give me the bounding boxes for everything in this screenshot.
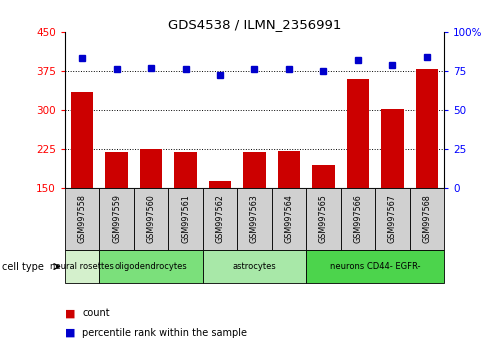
- Bar: [278, 151, 300, 188]
- Text: GSM997564: GSM997564: [284, 194, 293, 243]
- Bar: [416, 69, 438, 188]
- Bar: [306, 250, 444, 283]
- Text: GSM997558: GSM997558: [78, 194, 87, 243]
- Bar: [244, 152, 265, 188]
- Bar: [71, 92, 93, 188]
- Bar: [312, 165, 335, 188]
- Text: GSM997568: GSM997568: [422, 194, 431, 243]
- Bar: [134, 188, 168, 250]
- Text: ■: ■: [65, 308, 75, 318]
- Bar: [140, 149, 162, 188]
- Bar: [272, 188, 306, 250]
- Text: count: count: [82, 308, 110, 318]
- Bar: [174, 152, 197, 188]
- Bar: [347, 79, 369, 188]
- Bar: [341, 188, 375, 250]
- Text: GSM997567: GSM997567: [388, 194, 397, 243]
- Text: neural rosettes: neural rosettes: [50, 262, 114, 271]
- Text: oligodendrocytes: oligodendrocytes: [115, 262, 188, 271]
- Text: cell type: cell type: [2, 262, 44, 272]
- Text: GSM997563: GSM997563: [250, 194, 259, 243]
- Bar: [306, 188, 341, 250]
- Text: GSM997565: GSM997565: [319, 194, 328, 243]
- Text: ■: ■: [65, 328, 75, 338]
- Text: GSM997562: GSM997562: [216, 194, 225, 243]
- Bar: [381, 109, 404, 188]
- Text: percentile rank within the sample: percentile rank within the sample: [82, 328, 248, 338]
- Bar: [99, 250, 203, 283]
- Bar: [168, 188, 203, 250]
- Bar: [203, 188, 237, 250]
- Bar: [237, 188, 272, 250]
- Text: GSM997566: GSM997566: [353, 194, 362, 243]
- Text: GSM997560: GSM997560: [147, 194, 156, 243]
- Bar: [209, 181, 231, 188]
- Bar: [65, 188, 99, 250]
- Bar: [65, 250, 99, 283]
- Bar: [99, 188, 134, 250]
- Bar: [375, 188, 410, 250]
- Bar: [410, 188, 444, 250]
- Bar: [203, 250, 306, 283]
- Text: GSM997561: GSM997561: [181, 194, 190, 243]
- Text: astrocytes: astrocytes: [233, 262, 276, 271]
- Text: neurons CD44- EGFR-: neurons CD44- EGFR-: [330, 262, 420, 271]
- Text: GSM997559: GSM997559: [112, 194, 121, 243]
- Bar: [105, 152, 128, 188]
- Title: GDS4538 / ILMN_2356991: GDS4538 / ILMN_2356991: [168, 18, 341, 31]
